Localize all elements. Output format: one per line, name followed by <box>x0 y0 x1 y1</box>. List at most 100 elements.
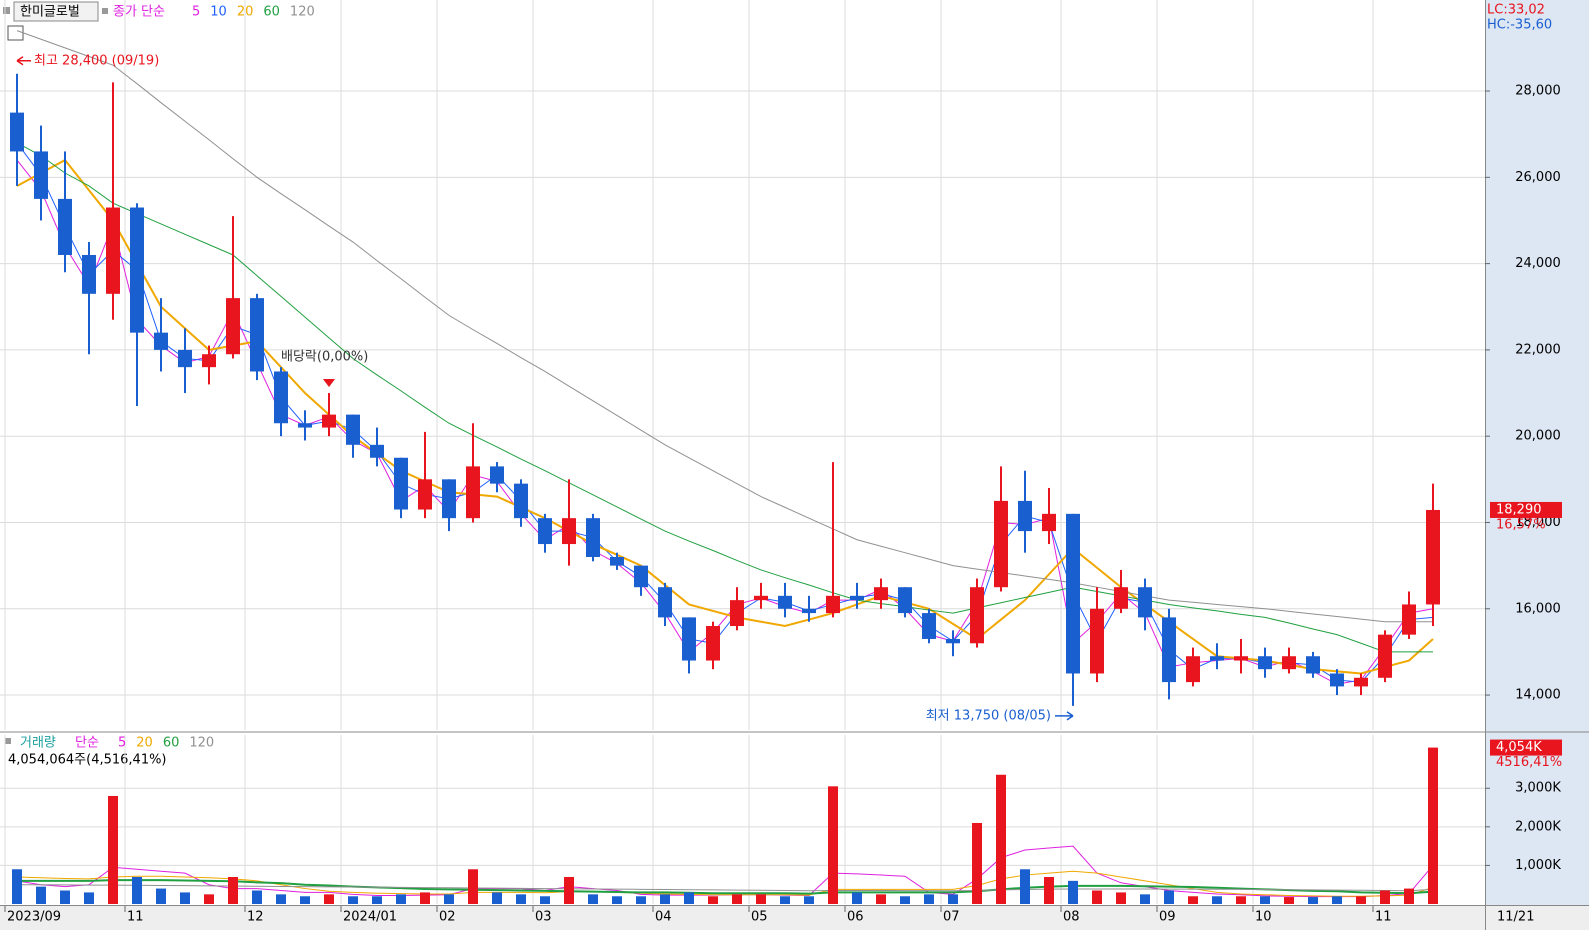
candle-body <box>946 638 960 644</box>
volume-bar <box>372 896 382 904</box>
legend-entry[interactable]: 20 <box>136 736 153 751</box>
volume-bar <box>636 896 646 904</box>
y-tick-label: 16,000 <box>1515 601 1561 616</box>
volume-bar <box>1188 896 1198 904</box>
volume-bar <box>252 890 262 904</box>
legend-entry[interactable]: 5 <box>118 736 126 751</box>
candle-body <box>826 595 840 614</box>
candle-body <box>58 198 72 255</box>
volume-bar <box>1020 869 1030 904</box>
volume-bar <box>732 894 742 904</box>
candle-body <box>898 587 912 614</box>
candle-body <box>1114 587 1128 609</box>
legend-entry[interactable]: 10 <box>210 5 227 20</box>
high-annotation: 최고 28,400 (09/19) <box>34 53 159 68</box>
volume-bar <box>1236 896 1246 904</box>
date-label: 11 <box>1375 910 1392 925</box>
volume-bar <box>1068 880 1078 904</box>
volume-bar <box>1260 896 1270 904</box>
candle-body <box>1282 656 1296 670</box>
volume-bar <box>60 890 70 904</box>
volume-bar <box>204 894 214 904</box>
legend-entry[interactable]: 20 <box>237 5 254 20</box>
end-date: 11/21 <box>1497 910 1534 925</box>
candle-body <box>466 466 480 519</box>
hc-label: HC:-35,60 <box>1487 18 1552 33</box>
candle-body <box>1426 509 1440 605</box>
volume-bar <box>1356 896 1366 904</box>
volume-bar <box>612 896 622 904</box>
date-strip <box>0 906 1589 930</box>
ma-label: 종가 단순 <box>113 5 165 20</box>
y-tick-label: 22,000 <box>1515 342 1561 357</box>
candle-body <box>850 595 864 601</box>
candle-body <box>610 556 624 566</box>
right-axis-panel <box>1486 0 1589 930</box>
candle-body <box>730 600 744 627</box>
volume-change: 4516,41% <box>1496 755 1562 770</box>
legend-entry[interactable]: 120 <box>189 736 214 751</box>
date-label: 08 <box>1063 910 1080 925</box>
volume-bar <box>996 774 1006 904</box>
table-icon[interactable] <box>7 25 24 41</box>
candle-body <box>298 423 312 428</box>
volume-ma-label: 단순 <box>75 736 99 751</box>
arrow <box>16 56 31 66</box>
y-tick-label: 20,000 <box>1515 429 1561 444</box>
candle-body <box>82 254 96 294</box>
y-tick-label: 3,000K <box>1515 781 1561 796</box>
legend-entry[interactable]: 120 <box>290 5 315 20</box>
candle-body <box>970 587 984 644</box>
candle-body <box>274 371 288 424</box>
volume-bar <box>156 888 166 904</box>
volume-badge <box>1490 739 1562 756</box>
ma-line <box>16 142 1433 653</box>
candle-body <box>874 587 888 601</box>
symbol-box[interactable] <box>13 1 99 22</box>
volume-bar <box>1308 897 1318 904</box>
candle-body <box>754 595 768 601</box>
menu-icon[interactable] <box>3 7 10 14</box>
volume-bar <box>1428 747 1438 904</box>
volume-bar <box>564 876 574 904</box>
volume-bar <box>1284 897 1294 904</box>
date-label: 2024/01 <box>343 910 397 925</box>
candle-body <box>418 479 432 510</box>
candle-body <box>994 500 1008 588</box>
volume-bar <box>108 795 118 904</box>
volume-bar <box>180 892 190 904</box>
volume-title: 거래량 <box>20 736 56 751</box>
date-label: 10 <box>1255 910 1272 925</box>
candle-body <box>1258 656 1272 670</box>
date-label: 11 <box>127 910 144 925</box>
volume-bar <box>660 894 670 904</box>
ma-line <box>17 879 1434 895</box>
candle-body <box>34 151 48 199</box>
y-tick-label: 18,000 <box>1515 515 1561 530</box>
volume-icon <box>5 738 11 744</box>
candle-body <box>1330 673 1344 687</box>
volume-bar <box>12 869 22 904</box>
symbol-name[interactable]: 한미글로벌 <box>20 5 80 20</box>
volume-bar <box>228 876 238 904</box>
volume-bar <box>516 894 526 904</box>
legend-entry[interactable]: 5 <box>192 5 200 20</box>
candle-body <box>202 354 216 368</box>
volume-bar <box>948 894 958 904</box>
legend-entry[interactable]: 60 <box>163 736 180 751</box>
candle-body <box>130 207 144 333</box>
candle-body <box>1378 634 1392 678</box>
candle-body <box>1234 656 1248 661</box>
legend-entry[interactable]: 60 <box>263 5 280 20</box>
volume-bar <box>348 896 358 904</box>
date-label: 06 <box>847 910 864 925</box>
volume-bar <box>828 786 838 904</box>
candle-body <box>562 518 576 545</box>
low-annotation: 최저 13,750 (08/05) <box>926 708 1051 723</box>
candle-body <box>634 565 648 588</box>
volume-bar <box>324 894 334 904</box>
y-tick-label: 14,000 <box>1515 688 1561 703</box>
date-label: 12 <box>247 910 264 925</box>
volume-bar <box>276 894 286 904</box>
